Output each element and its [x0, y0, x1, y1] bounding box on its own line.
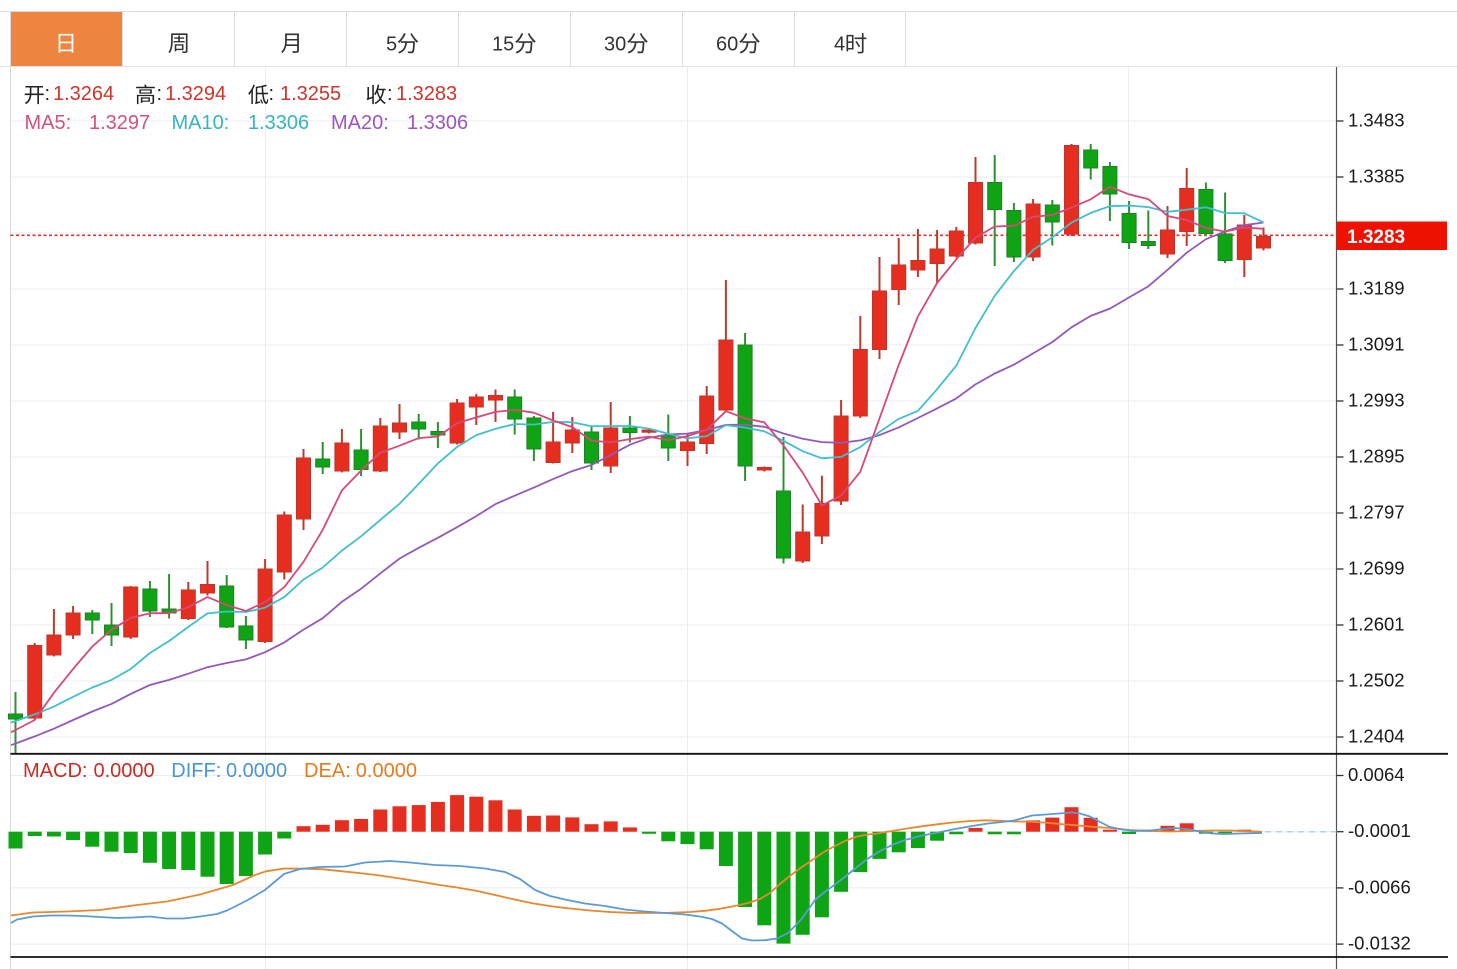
svg-text:1.3385: 1.3385 [1348, 166, 1405, 187]
svg-text:-0.0132: -0.0132 [1348, 933, 1411, 954]
svg-text:1.2993: 1.2993 [1348, 390, 1405, 411]
svg-text:-0.0066: -0.0066 [1348, 876, 1411, 897]
svg-text:1.2404: 1.2404 [1348, 726, 1405, 747]
svg-text:-0.0001: -0.0001 [1348, 820, 1411, 841]
svg-text:1.2797: 1.2797 [1348, 502, 1405, 523]
svg-text:60: 60 [716, 34, 738, 56]
svg-text:1.3483: 1.3483 [1348, 110, 1405, 131]
svg-text:1.3189: 1.3189 [1348, 278, 1405, 299]
svg-text:1.3283: 1.3283 [1347, 227, 1405, 248]
svg-text:1.2895: 1.2895 [1348, 446, 1405, 467]
svg-text:1.2601: 1.2601 [1348, 614, 1405, 635]
svg-text:30: 30 [604, 34, 626, 56]
svg-text:5: 5 [386, 34, 397, 56]
svg-text:1.2502: 1.2502 [1348, 670, 1405, 691]
svg-text:15: 15 [492, 34, 514, 56]
svg-text:1.2699: 1.2699 [1348, 558, 1405, 579]
svg-text:1.3091: 1.3091 [1348, 334, 1405, 355]
svg-text:4: 4 [834, 34, 845, 56]
svg-text:0.0064: 0.0064 [1348, 764, 1405, 785]
